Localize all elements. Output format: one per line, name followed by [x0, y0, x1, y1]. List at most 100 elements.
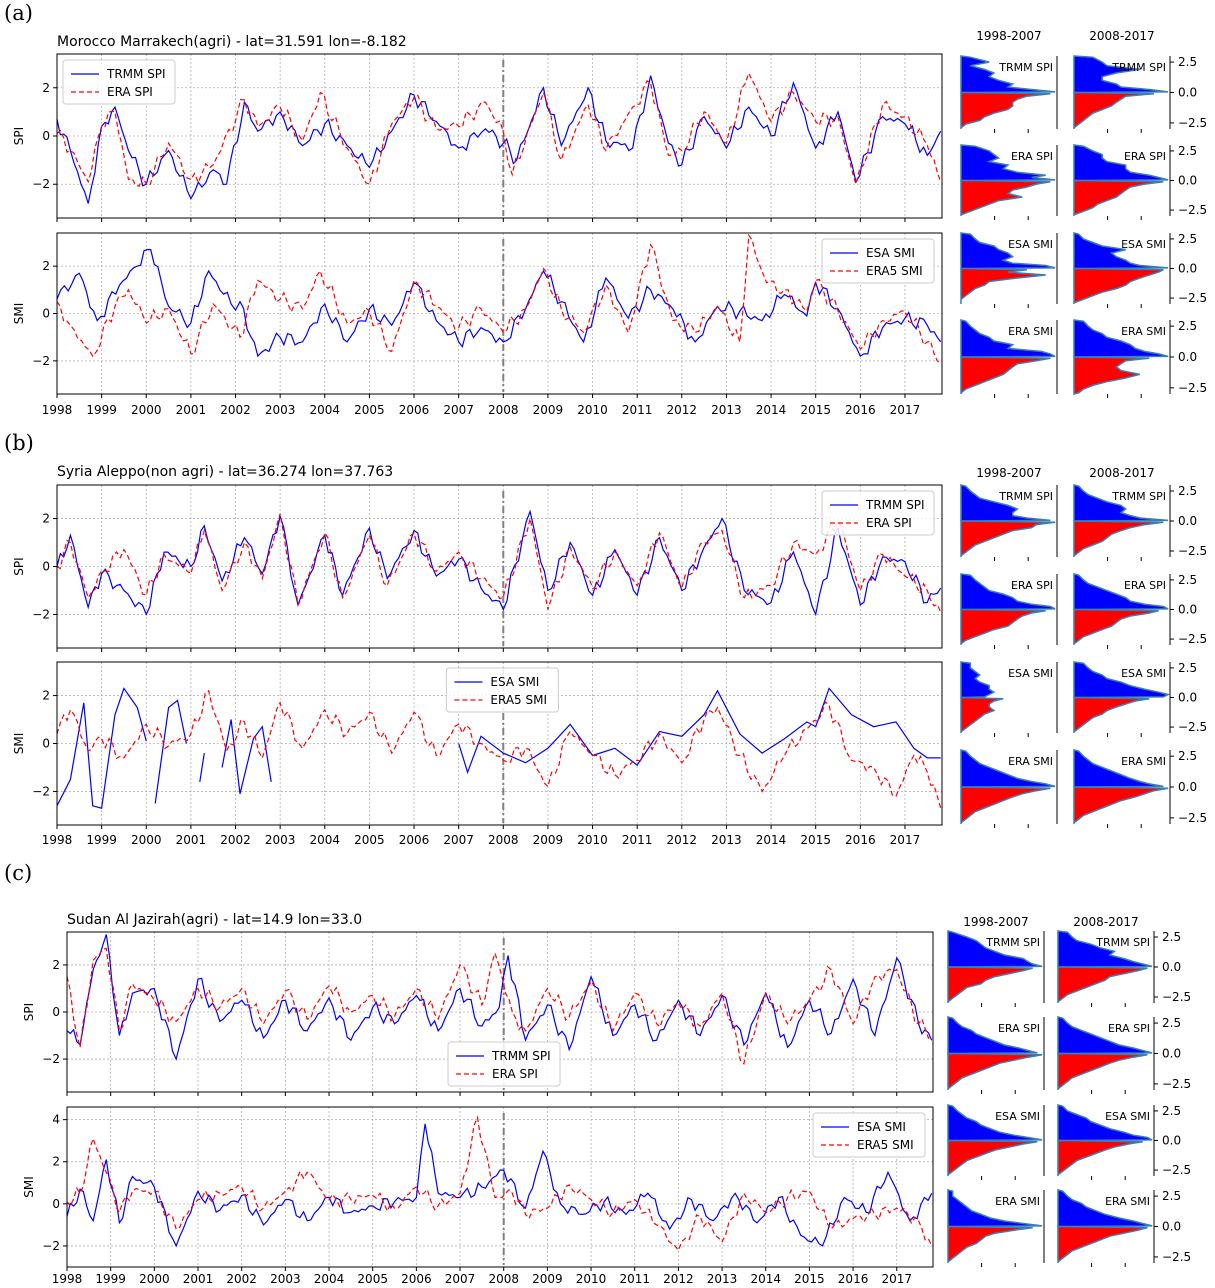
line-chart-2: 2 0 −2 SPI TRMM SPI ERA SPI [12, 484, 943, 652]
hist-label: ERA SPI [1124, 579, 1166, 592]
x-tick-label: 1998 [42, 833, 73, 847]
x-tick-label: 2012 [667, 403, 698, 417]
x-tick-label: 2004 [310, 833, 341, 847]
legend-box [812, 1112, 926, 1158]
hist-red-area [1073, 608, 1159, 645]
hist-red-area [1073, 91, 1155, 129]
hist-y-tick-label: 0.0 [1178, 350, 1197, 364]
hist-blue-area [1073, 144, 1169, 182]
hist-red-area [1057, 1139, 1143, 1176]
legend-label: ESA SMI [490, 675, 539, 689]
hist-blue-area [1073, 232, 1169, 270]
x-tick-label: 2007 [445, 1272, 476, 1286]
histogram: ESA SMI 2.5 0.0 −2.5 [1073, 661, 1207, 737]
histogram: ESA SMI 2.5 0.0 −2.5 [1073, 232, 1207, 308]
series-line-esa-smi [56, 248, 942, 358]
histogram: ERA SMI [947, 1189, 1045, 1267]
x-tick-label: 2014 [756, 833, 787, 847]
plot-frame [66, 931, 934, 1093]
y-tick-label: 2 [42, 512, 50, 526]
y-tick-label: −2 [42, 1052, 60, 1066]
x-tick-label: 2010 [577, 403, 608, 417]
x-tick-label: 2002 [226, 1272, 257, 1286]
x-tick-label: 2006 [399, 833, 430, 847]
legend-label: ERA5 SMI [866, 264, 923, 278]
hist-blue-area [1073, 573, 1169, 611]
x-tick-label: 2009 [533, 833, 564, 847]
y-axis-label: SPI [12, 557, 26, 575]
x-tick-label: 2006 [401, 1272, 432, 1286]
x-tick-label: 2007 [443, 833, 474, 847]
period-label: 1998-2007 [976, 29, 1041, 43]
hist-y-tick-label: −2.5 [1162, 1250, 1191, 1264]
histogram: ERA SPI [960, 573, 1058, 649]
legend-box [62, 59, 176, 105]
x-tick-label: 2015 [794, 1272, 825, 1286]
y-tick-label: 2 [42, 689, 50, 703]
hist-y-tick-label: −2.5 [1178, 116, 1207, 130]
x-tick-label: 2006 [399, 403, 430, 417]
legend-label: TRMM SPI [106, 67, 166, 81]
hist-red-area [960, 786, 1051, 824]
hist-red-area [1073, 786, 1169, 824]
y-tick-label: 2 [52, 958, 60, 972]
hist-label: TRMM SPI [1111, 61, 1166, 74]
hist-blue-area [960, 484, 1051, 522]
hist-y-tick-label: 0.0 [1178, 262, 1197, 276]
hist-red-area [960, 91, 1051, 129]
y-tick-label: −2 [42, 1239, 60, 1253]
histogram: ESA SMI 2.5 0.0 −2.5 [1057, 1104, 1191, 1180]
x-tick-label: 2003 [270, 1272, 301, 1286]
histogram: ESA SMI [960, 661, 1058, 737]
hist-red-area [1073, 356, 1150, 395]
hist-red-area [1073, 179, 1164, 216]
line-chart-4: 2 0 −2 SPI TRMM SPI ERA SPI [22, 931, 934, 1096]
legend-box [821, 238, 935, 284]
histogram: ERA SPI 2.5 0.0 −2.5 [1057, 1016, 1191, 1094]
legend-label: ESA SMI [857, 1120, 906, 1134]
panel-title: Syria Aleppo(non agri) - lat=36.274 lon=… [57, 464, 393, 480]
hist-blue-area [960, 319, 1056, 358]
legend-label: TRMM SPI [491, 1049, 551, 1063]
hist-y-tick-label: 0.0 [1162, 1134, 1181, 1148]
y-axis-label: SMI [22, 1176, 36, 1198]
hist-y-tick-label: 0.0 [1178, 514, 1197, 528]
series-line-esa-smi [221, 719, 272, 794]
x-tick-label: 2000 [131, 403, 162, 417]
hist-label: ERA SPI [1124, 150, 1166, 163]
x-tick-label: 2014 [750, 1272, 781, 1286]
x-tick-label: 2013 [711, 833, 742, 847]
series-line-era-spi [56, 71, 942, 187]
x-tick-label: 2008 [488, 833, 519, 847]
hist-y-tick-label: 2.5 [1162, 930, 1181, 944]
hist-label: ERA SPI [1108, 1022, 1150, 1035]
hist-blue-area [947, 1104, 1043, 1142]
panel-letter: (c) [4, 861, 32, 885]
x-tick-label: 1999 [86, 403, 117, 417]
x-tick-label: 2017 [890, 833, 921, 847]
period-label: 2008-2017 [1089, 466, 1154, 480]
legend-box [447, 1041, 561, 1087]
hist-red-area [947, 1225, 1033, 1263]
hist-label: ERA SMI [1105, 1195, 1150, 1208]
hist-y-tick-label: 0.0 [1178, 86, 1197, 100]
hist-label: ERA SMI [1008, 325, 1053, 338]
hist-blue-area [1073, 484, 1169, 522]
histogram: TRMM SPI [960, 484, 1058, 561]
hist-blue-area [960, 144, 1056, 182]
legend-label: ERA5 SMI [490, 693, 547, 707]
x-tick-label: 2003 [265, 403, 296, 417]
plot-frame [66, 1106, 934, 1268]
hist-y-tick-label: 2.5 [1178, 232, 1197, 246]
hist-red-area [1073, 267, 1164, 304]
y-axis-label: SPI [22, 1003, 36, 1021]
hist-label: ESA SMI [995, 1110, 1040, 1123]
hist-red-area [1073, 696, 1150, 733]
hist-label: ERA SMI [1121, 325, 1166, 338]
histogram: TRMM SPI 2.5 0.0 −2.5 [1073, 55, 1207, 133]
hist-red-area [1057, 1052, 1148, 1090]
hist-blue-area [1057, 930, 1153, 968]
hist-label: TRMM SPI [998, 490, 1053, 503]
hist-y-tick-label: 0.0 [1162, 1220, 1181, 1234]
hist-red-area [1057, 1225, 1148, 1263]
